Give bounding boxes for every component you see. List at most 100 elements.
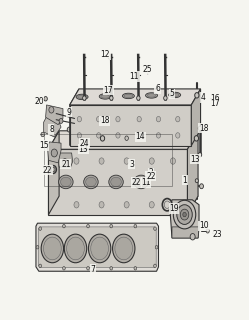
- Circle shape: [137, 133, 141, 138]
- Circle shape: [173, 200, 196, 229]
- Text: 18: 18: [100, 116, 109, 125]
- Text: 12: 12: [101, 50, 110, 59]
- Circle shape: [171, 202, 176, 208]
- Circle shape: [125, 136, 128, 140]
- Circle shape: [62, 159, 67, 165]
- Circle shape: [124, 158, 129, 164]
- Circle shape: [206, 229, 209, 233]
- Circle shape: [87, 267, 89, 270]
- Ellipse shape: [109, 175, 123, 189]
- Circle shape: [100, 136, 105, 141]
- Polygon shape: [172, 227, 199, 238]
- Circle shape: [198, 126, 202, 131]
- Polygon shape: [70, 89, 200, 105]
- Circle shape: [125, 127, 129, 132]
- Ellipse shape: [99, 94, 111, 99]
- Text: 4: 4: [200, 93, 205, 102]
- Circle shape: [137, 116, 141, 122]
- Ellipse shape: [124, 94, 133, 98]
- Circle shape: [49, 107, 54, 113]
- Text: 10: 10: [199, 221, 209, 230]
- Text: 11: 11: [130, 72, 139, 81]
- Polygon shape: [58, 153, 73, 167]
- Circle shape: [83, 146, 87, 150]
- Circle shape: [156, 116, 161, 122]
- Circle shape: [195, 179, 198, 183]
- Circle shape: [88, 234, 111, 263]
- Circle shape: [59, 118, 63, 124]
- Polygon shape: [36, 223, 158, 271]
- Text: 25: 25: [142, 65, 152, 74]
- Circle shape: [149, 158, 154, 164]
- Text: 18: 18: [199, 124, 209, 133]
- Text: 17: 17: [211, 99, 220, 108]
- Polygon shape: [70, 105, 191, 146]
- Text: 20: 20: [34, 97, 44, 106]
- Circle shape: [44, 97, 47, 101]
- Text: 23: 23: [213, 230, 222, 239]
- Text: 5: 5: [170, 89, 175, 98]
- Circle shape: [51, 149, 57, 157]
- Circle shape: [67, 127, 71, 132]
- Polygon shape: [49, 131, 198, 149]
- Polygon shape: [46, 105, 63, 124]
- Circle shape: [97, 133, 101, 138]
- Text: 22: 22: [146, 172, 156, 181]
- Circle shape: [83, 96, 86, 100]
- Text: 24: 24: [79, 139, 89, 148]
- Circle shape: [64, 234, 87, 263]
- Circle shape: [44, 237, 61, 260]
- Circle shape: [115, 237, 133, 260]
- Circle shape: [62, 224, 65, 228]
- Text: 17: 17: [104, 86, 113, 95]
- Circle shape: [39, 264, 42, 268]
- Circle shape: [98, 127, 102, 132]
- Text: 16: 16: [211, 94, 220, 103]
- Text: 19: 19: [169, 204, 179, 213]
- Circle shape: [67, 237, 84, 260]
- Text: 6: 6: [155, 84, 160, 93]
- Circle shape: [137, 96, 140, 100]
- Circle shape: [154, 264, 156, 268]
- Text: 15: 15: [39, 141, 49, 150]
- Circle shape: [41, 234, 63, 263]
- Circle shape: [134, 267, 137, 270]
- Text: 14: 14: [135, 132, 145, 141]
- Ellipse shape: [101, 95, 110, 98]
- Circle shape: [171, 158, 176, 164]
- Text: 1: 1: [182, 176, 187, 185]
- Polygon shape: [49, 149, 187, 215]
- Circle shape: [134, 224, 137, 228]
- Circle shape: [74, 202, 79, 208]
- Ellipse shape: [61, 177, 71, 187]
- Ellipse shape: [86, 177, 96, 187]
- Ellipse shape: [76, 94, 88, 100]
- Polygon shape: [70, 89, 79, 146]
- Polygon shape: [49, 196, 198, 215]
- Circle shape: [110, 267, 113, 270]
- Circle shape: [176, 116, 180, 122]
- Circle shape: [99, 158, 104, 164]
- Circle shape: [180, 209, 189, 220]
- Text: 8: 8: [49, 125, 54, 134]
- Circle shape: [194, 136, 198, 141]
- Circle shape: [164, 96, 167, 100]
- Polygon shape: [48, 142, 61, 163]
- Circle shape: [176, 133, 180, 138]
- Ellipse shape: [169, 92, 181, 98]
- Ellipse shape: [78, 95, 86, 99]
- Ellipse shape: [147, 94, 156, 97]
- Circle shape: [52, 167, 55, 172]
- Ellipse shape: [111, 177, 121, 187]
- Circle shape: [74, 158, 79, 164]
- Ellipse shape: [84, 175, 98, 189]
- Text: 13: 13: [190, 155, 200, 164]
- Circle shape: [183, 212, 186, 217]
- Polygon shape: [187, 131, 198, 215]
- Ellipse shape: [146, 93, 158, 98]
- Circle shape: [149, 202, 154, 208]
- Polygon shape: [170, 200, 199, 238]
- Circle shape: [41, 132, 44, 137]
- Circle shape: [195, 92, 199, 98]
- Text: 2: 2: [148, 168, 153, 177]
